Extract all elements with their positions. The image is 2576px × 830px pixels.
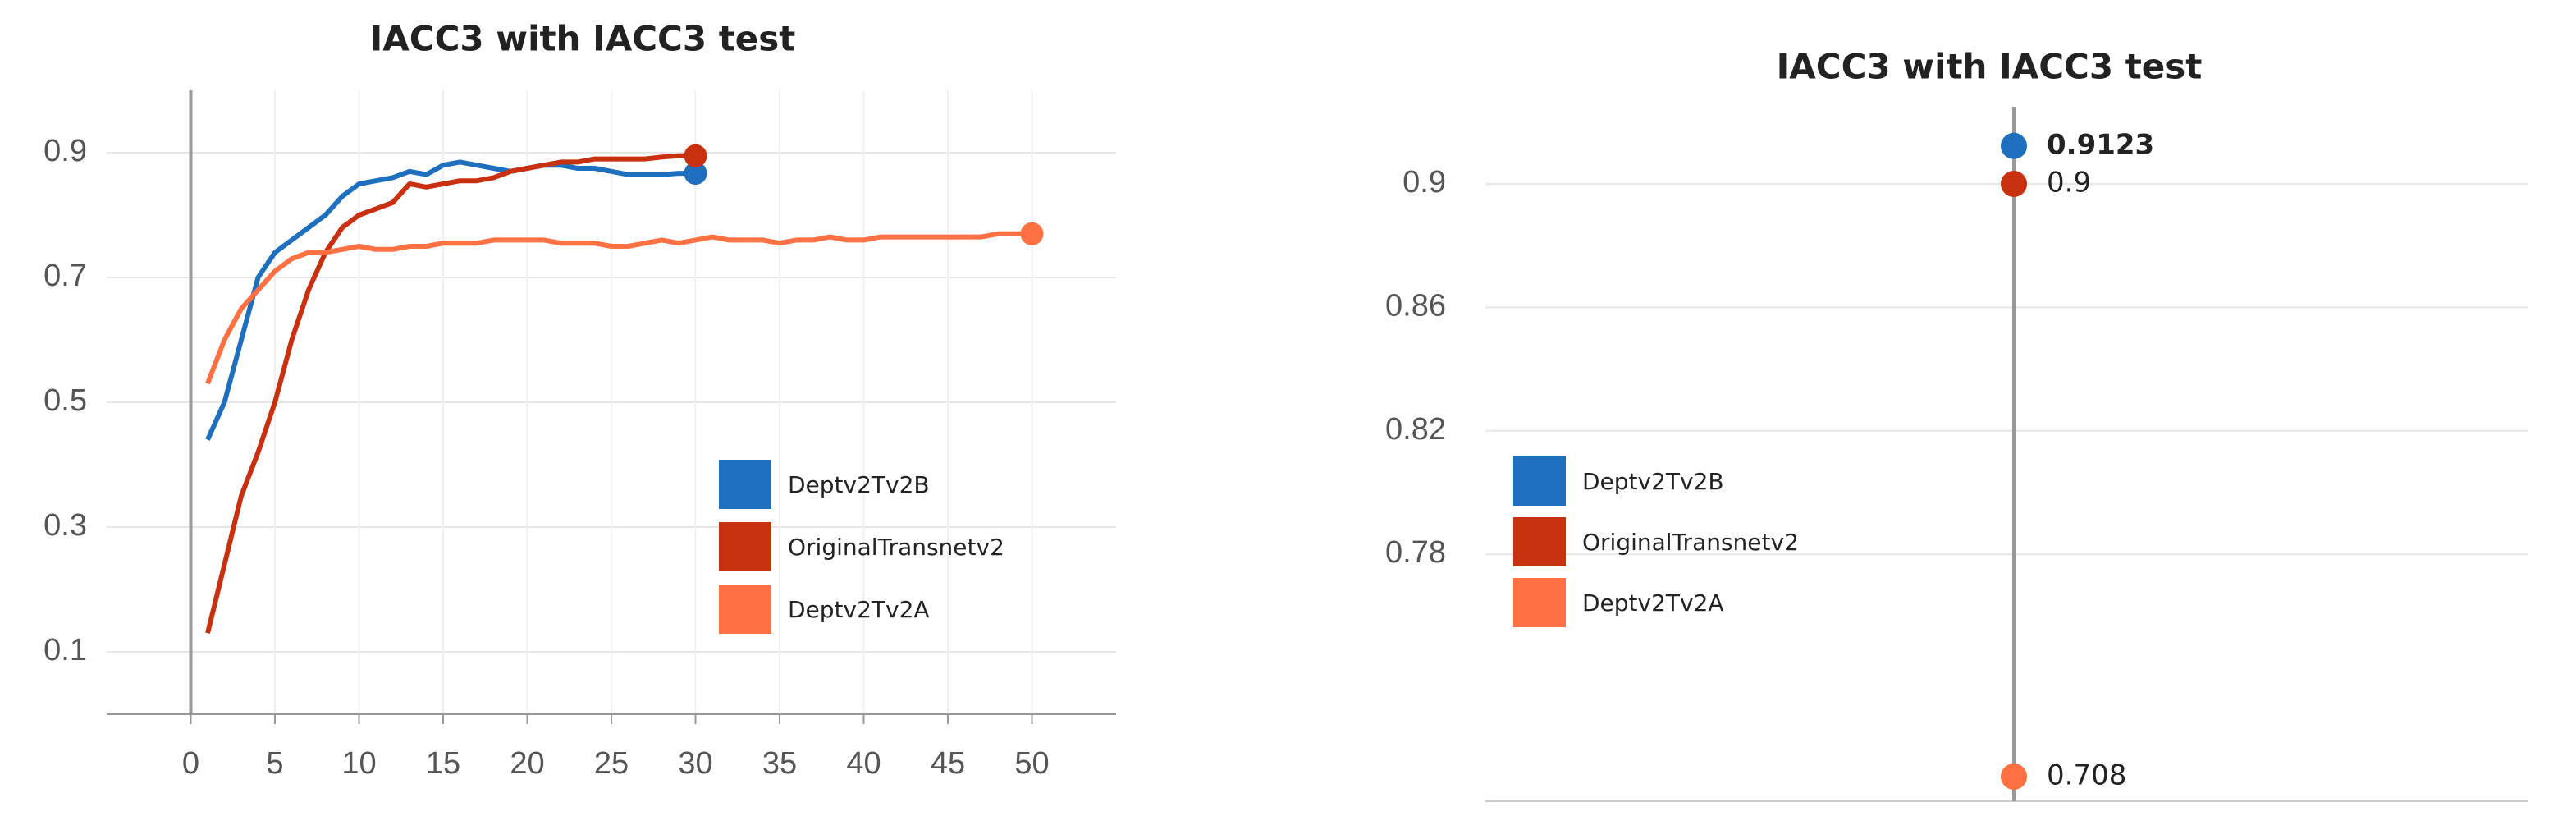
legend-swatch [719,522,771,571]
y-tick-label: 0.9 [1402,165,1446,199]
point [2001,132,2027,159]
x-tick-label: 10 [341,746,376,781]
x-tick-label: 40 [846,746,881,781]
series-line [205,159,696,441]
x-tick-label: 50 [1014,746,1049,781]
legend-label: Deptv2Tv2B [788,471,930,498]
x-tick-label: 0 [182,746,199,781]
x-tick-label: 45 [931,746,965,781]
legend-label: OriginalTransnetv2 [788,534,1004,561]
end-point [684,144,707,167]
chart-title: IACC3 with IACC3 test [370,19,796,59]
y-tick-label: 0.86 [1385,288,1446,323]
x-tick-label: 15 [426,746,460,781]
chart-title: IACC3 with IACC3 test [1777,47,2203,87]
y-tick-label: 0.82 [1385,412,1446,447]
legend-swatch [719,585,771,634]
y-tick-label: 0.9 [43,134,87,168]
y-tick-label: 0.3 [43,508,87,543]
legend-label: OriginalTransnetv2 [1582,529,1799,556]
legend-label: Deptv2Tv2A [1582,589,1724,617]
x-tick-label: 35 [762,746,797,781]
legend-swatch [1513,456,1566,506]
series-line [205,153,696,634]
legend-label: Deptv2Tv2B [1582,468,1724,495]
y-tick-label: 0.1 [43,633,87,667]
legend-swatch [719,460,771,509]
x-tick-label: 20 [510,746,544,781]
end-point [684,162,707,186]
value-label: 0.9 [2047,167,2091,199]
x-tick-label: 30 [678,746,712,781]
x-tick-label: 5 [266,746,283,781]
end-point [1020,222,1044,245]
legend-swatch [1513,578,1566,627]
point [2001,171,2027,197]
y-tick-label: 0.7 [43,259,87,293]
value-label: 0.708 [2047,759,2126,791]
y-tick-label: 0.78 [1385,535,1446,570]
legend-label: Deptv2Tv2A [788,596,930,623]
series-line [205,231,1032,385]
y-tick-label: 0.5 [43,383,87,418]
point [2001,763,2027,790]
x-tick-label: 25 [594,746,629,781]
value-label: 0.9123 [2047,128,2154,161]
legend-swatch [1513,517,1566,566]
